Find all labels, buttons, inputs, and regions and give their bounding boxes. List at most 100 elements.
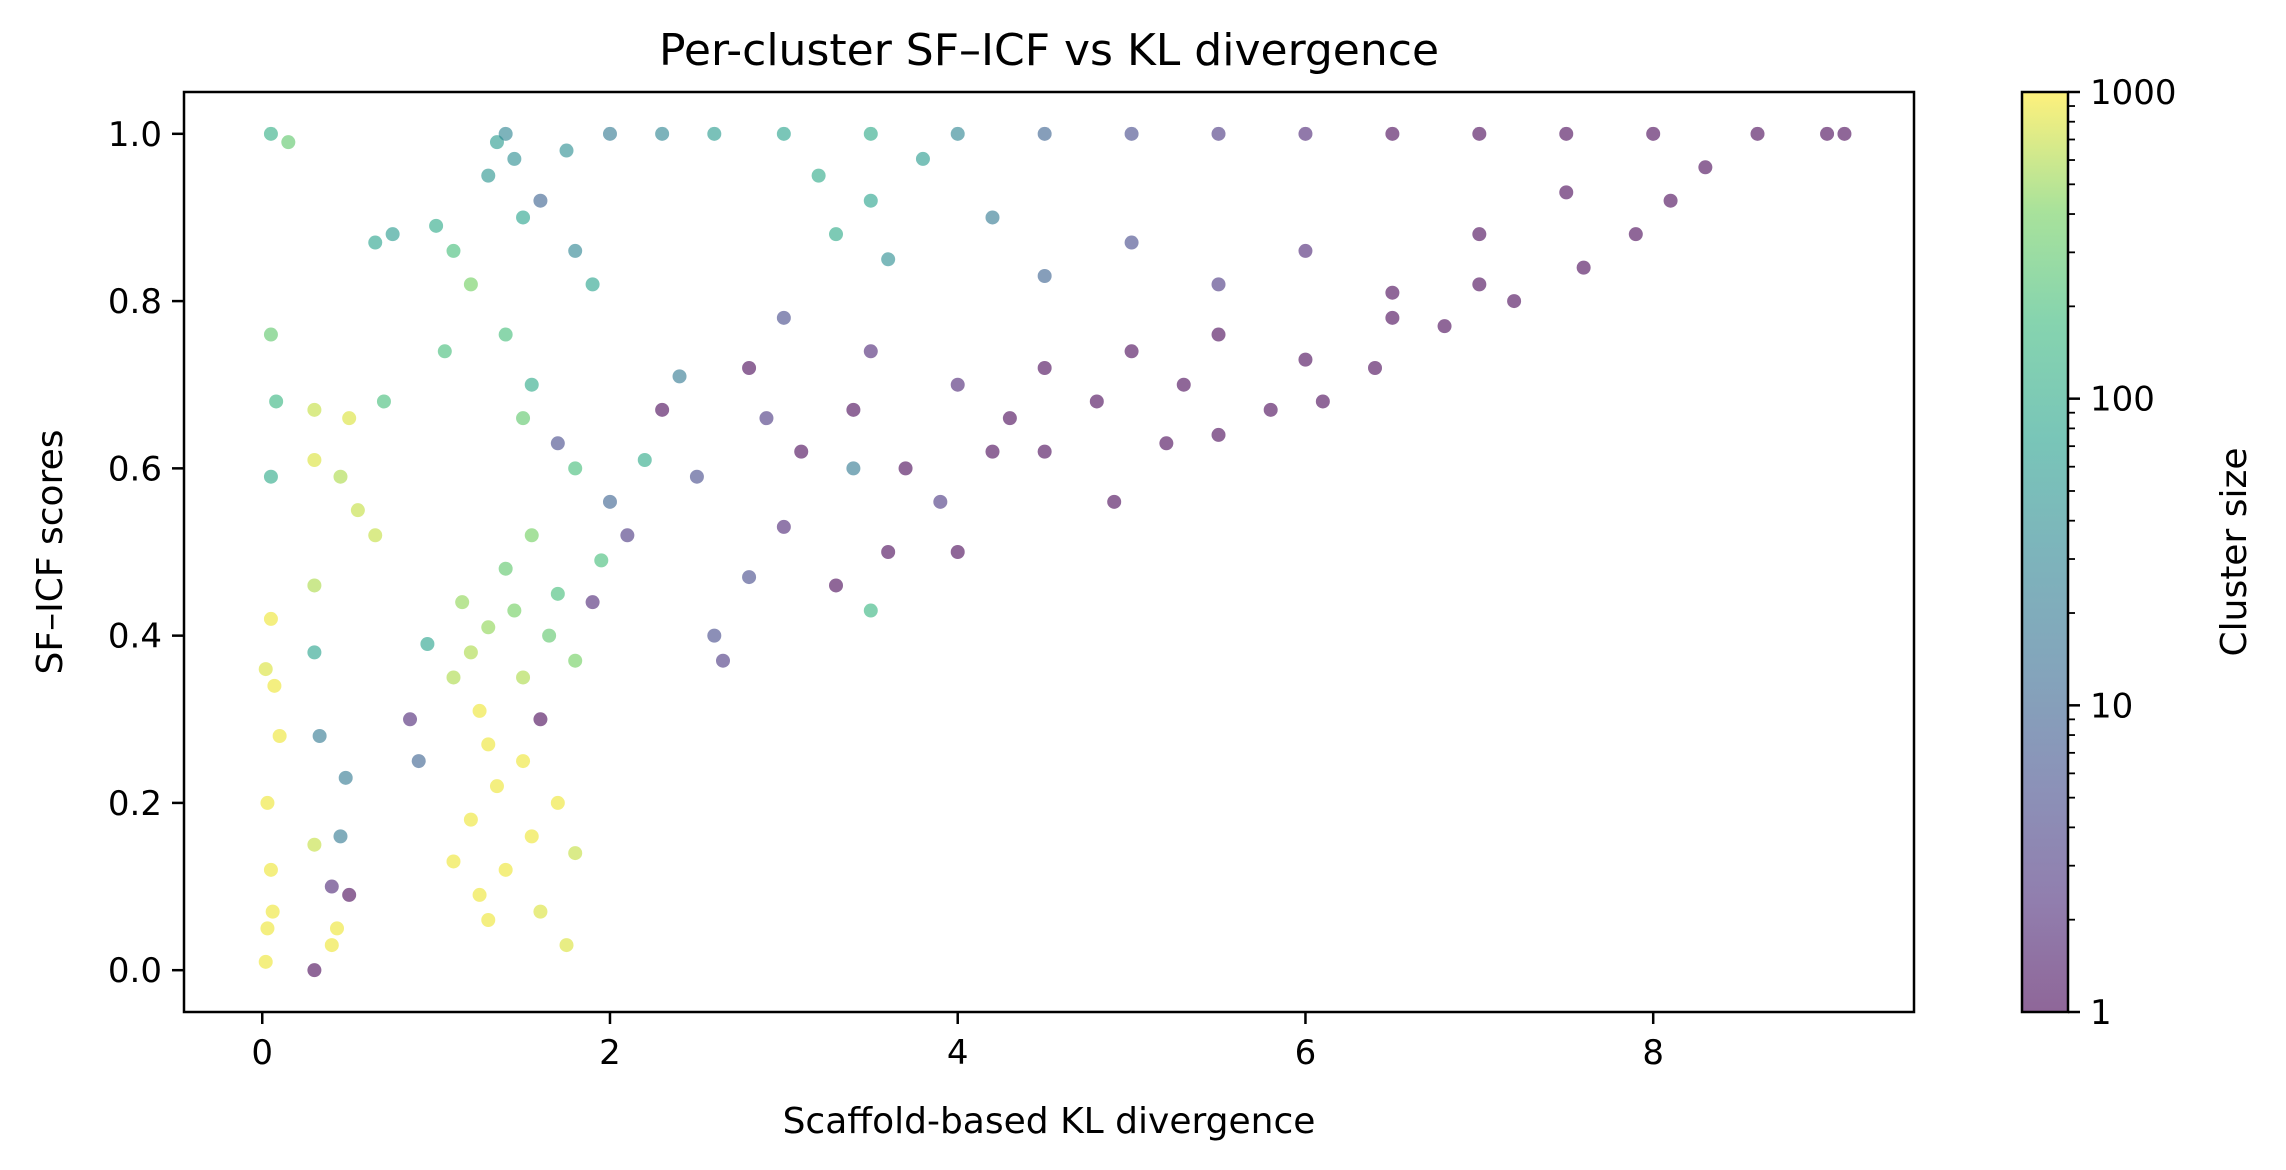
- data-point: [1559, 126, 1574, 141]
- data-point: [689, 469, 704, 484]
- data-point: [524, 377, 539, 392]
- data-point: [550, 795, 565, 810]
- data-point: [1385, 126, 1400, 141]
- data-point: [1646, 126, 1661, 141]
- data-point: [1211, 126, 1226, 141]
- y-tick-label: 0.4: [108, 617, 162, 657]
- data-point: [265, 904, 280, 919]
- data-point: [507, 151, 522, 166]
- data-point: [498, 862, 513, 877]
- data-point: [776, 126, 791, 141]
- data-point: [533, 193, 548, 208]
- data-point: [715, 653, 730, 668]
- plot-frame: [182, 90, 1916, 1014]
- data-point: [1037, 361, 1052, 375]
- data-point: [1472, 227, 1487, 242]
- data-point: [385, 227, 400, 242]
- data-point: [472, 887, 487, 902]
- data-point: [585, 277, 600, 292]
- data-point: [263, 862, 278, 877]
- data-point: [1298, 352, 1313, 367]
- data-point: [368, 235, 383, 250]
- data-point: [811, 168, 826, 183]
- data-point: [1211, 277, 1226, 292]
- data-point: [338, 770, 353, 785]
- data-point: [524, 829, 539, 844]
- data-point: [898, 461, 913, 476]
- data-point: [1002, 411, 1017, 426]
- data-point: [267, 678, 282, 693]
- data-point: [829, 227, 844, 242]
- data-point: [1750, 126, 1765, 141]
- data-point: [1211, 327, 1226, 342]
- data-point: [915, 151, 930, 166]
- data-point: [637, 453, 652, 467]
- data-point: [559, 938, 574, 953]
- data-point: [672, 369, 687, 384]
- colorbar: 1 10 100 1000 Cluster size: [2020, 73, 2255, 1033]
- data-point: [269, 394, 284, 409]
- data-point: [1176, 377, 1191, 392]
- data-point: [281, 135, 296, 150]
- data-point: [1298, 243, 1313, 258]
- data-point: [263, 327, 278, 342]
- data-point: [258, 954, 273, 969]
- data-point: [568, 243, 583, 258]
- data-point: [368, 528, 383, 543]
- y-tick-label: 0.0: [108, 951, 162, 991]
- data-point: [602, 494, 617, 509]
- data-point: [342, 411, 357, 426]
- data-point: [333, 469, 348, 484]
- data-point: [411, 754, 426, 769]
- data-point: [1368, 361, 1383, 375]
- y-tick-label: 0.2: [108, 784, 162, 824]
- data-point: [437, 344, 452, 359]
- data-point: [742, 570, 757, 585]
- data-point: [260, 921, 275, 936]
- data-point: [594, 553, 609, 568]
- y-tick-label: 1.0: [108, 115, 162, 155]
- data-point: [403, 712, 418, 727]
- data-point: [881, 252, 896, 267]
- data-point: [863, 344, 878, 359]
- data-point: [446, 243, 461, 258]
- data-point: [794, 444, 809, 459]
- data-point: [312, 729, 327, 743]
- colorbar-frame: [2020, 90, 2070, 1014]
- data-point: [498, 126, 513, 141]
- data-point: [463, 812, 478, 827]
- data-point: [568, 653, 583, 668]
- data-point: [759, 411, 774, 426]
- data-point: [1037, 269, 1052, 283]
- data-point: [1507, 294, 1522, 309]
- data-point: [516, 754, 531, 769]
- data-point: [333, 829, 348, 844]
- data-point: [307, 963, 322, 978]
- data-point: [846, 402, 861, 417]
- data-point: [446, 854, 461, 869]
- x-tick-label: 8: [1642, 1033, 1664, 1073]
- data-points: [258, 126, 1852, 978]
- data-point: [863, 193, 878, 208]
- data-point: [263, 611, 278, 626]
- data-point: [881, 545, 896, 559]
- data-point: [481, 737, 496, 752]
- data-point: [463, 277, 478, 292]
- data-point: [1472, 277, 1487, 292]
- data-point: [324, 879, 339, 894]
- data-point: [776, 310, 791, 325]
- data-point: [489, 779, 504, 794]
- data-point: [307, 402, 322, 417]
- x-tick-label: 0: [251, 1033, 273, 1073]
- data-point: [1298, 126, 1313, 141]
- y-axis-label: SF–ICF scores: [30, 430, 71, 675]
- x-tick-label: 4: [947, 1033, 969, 1073]
- data-point: [933, 494, 948, 509]
- data-point: [1385, 310, 1400, 325]
- data-point: [985, 210, 1000, 225]
- data-point: [481, 168, 496, 183]
- data-point: [533, 904, 548, 919]
- data-point: [455, 595, 470, 610]
- data-point: [1576, 260, 1591, 275]
